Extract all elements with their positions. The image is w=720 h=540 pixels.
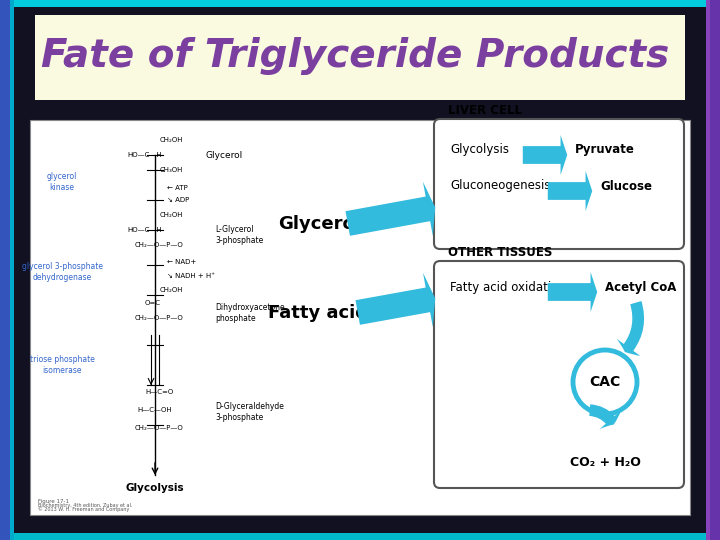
Text: ↘ NADH + H⁺: ↘ NADH + H⁺ xyxy=(167,273,215,279)
Text: Fatty acid oxidation: Fatty acid oxidation xyxy=(450,280,566,294)
Text: D-Glyceraldehyde
3-phosphate: D-Glyceraldehyde 3-phosphate xyxy=(215,402,284,422)
Text: Glycolysis: Glycolysis xyxy=(126,483,184,493)
Bar xyxy=(0,0,720,7)
Text: ← NAD+: ← NAD+ xyxy=(167,259,197,265)
Text: ← ATP: ← ATP xyxy=(167,185,188,191)
Text: CH₂—O—P—O: CH₂—O—P—O xyxy=(135,425,184,431)
Text: CH₂—O—P—O: CH₂—O—P—O xyxy=(135,242,184,248)
Text: CH₂OH: CH₂OH xyxy=(160,137,184,143)
Text: Acetyl CoA: Acetyl CoA xyxy=(605,280,676,294)
Text: CH₂OH: CH₂OH xyxy=(160,287,184,293)
Text: CO₂ + H₂O: CO₂ + H₂O xyxy=(570,456,640,469)
Bar xyxy=(0,533,720,540)
Text: H—C—OH: H—C—OH xyxy=(137,407,171,413)
Text: CH₂—O—P—O: CH₂—O—P—O xyxy=(135,315,184,321)
FancyBboxPatch shape xyxy=(434,261,684,488)
Text: CAC: CAC xyxy=(590,375,621,389)
Text: OTHER TISSUES: OTHER TISSUES xyxy=(448,246,552,259)
Text: Glucose: Glucose xyxy=(600,179,652,192)
FancyBboxPatch shape xyxy=(434,119,684,249)
Bar xyxy=(10,0,14,540)
Text: L-Glycerol
3-phosphate: L-Glycerol 3-phosphate xyxy=(215,225,264,245)
Text: CH₂OH: CH₂OH xyxy=(160,212,184,218)
Text: LIVER CELL: LIVER CELL xyxy=(448,104,522,117)
Text: glycerol
kinase: glycerol kinase xyxy=(47,172,77,192)
Text: Glycolysis: Glycolysis xyxy=(450,144,509,157)
Text: H—C=O: H—C=O xyxy=(145,389,174,395)
Bar xyxy=(0,0,10,540)
Text: O=C: O=C xyxy=(145,300,161,306)
Text: Biochemistry, 4th edition, Zubay et al.: Biochemistry, 4th edition, Zubay et al. xyxy=(38,503,132,508)
Text: glycerol 3-phosphate
dehydrogenase: glycerol 3-phosphate dehydrogenase xyxy=(22,262,102,282)
Text: Glycerol: Glycerol xyxy=(278,215,361,233)
Text: Glycerol: Glycerol xyxy=(205,151,242,159)
Bar xyxy=(706,0,710,540)
Text: ↘ ADP: ↘ ADP xyxy=(167,197,189,203)
Text: triose phosphate
isomerase: triose phosphate isomerase xyxy=(30,355,94,375)
Text: CH₃OH: CH₃OH xyxy=(160,167,184,173)
Bar xyxy=(710,0,720,540)
Text: Pyruvate: Pyruvate xyxy=(575,144,635,157)
Text: © 2013 W. H. Freeman and Company: © 2013 W. H. Freeman and Company xyxy=(38,507,130,512)
Circle shape xyxy=(573,350,637,414)
Text: Fate of Triglyceride Products: Fate of Triglyceride Products xyxy=(41,37,669,75)
Text: HO—C—H: HO—C—H xyxy=(127,152,161,158)
FancyBboxPatch shape xyxy=(30,120,690,515)
FancyBboxPatch shape xyxy=(35,15,685,100)
Text: Gluconeogenesis: Gluconeogenesis xyxy=(450,179,551,192)
Text: HO—C—H: HO—C—H xyxy=(127,227,161,233)
Text: Figure 17-1: Figure 17-1 xyxy=(38,499,69,504)
Text: Fatty acids: Fatty acids xyxy=(268,304,379,322)
Text: Dihydroxyacetone
phosphate: Dihydroxyacetone phosphate xyxy=(215,303,284,323)
